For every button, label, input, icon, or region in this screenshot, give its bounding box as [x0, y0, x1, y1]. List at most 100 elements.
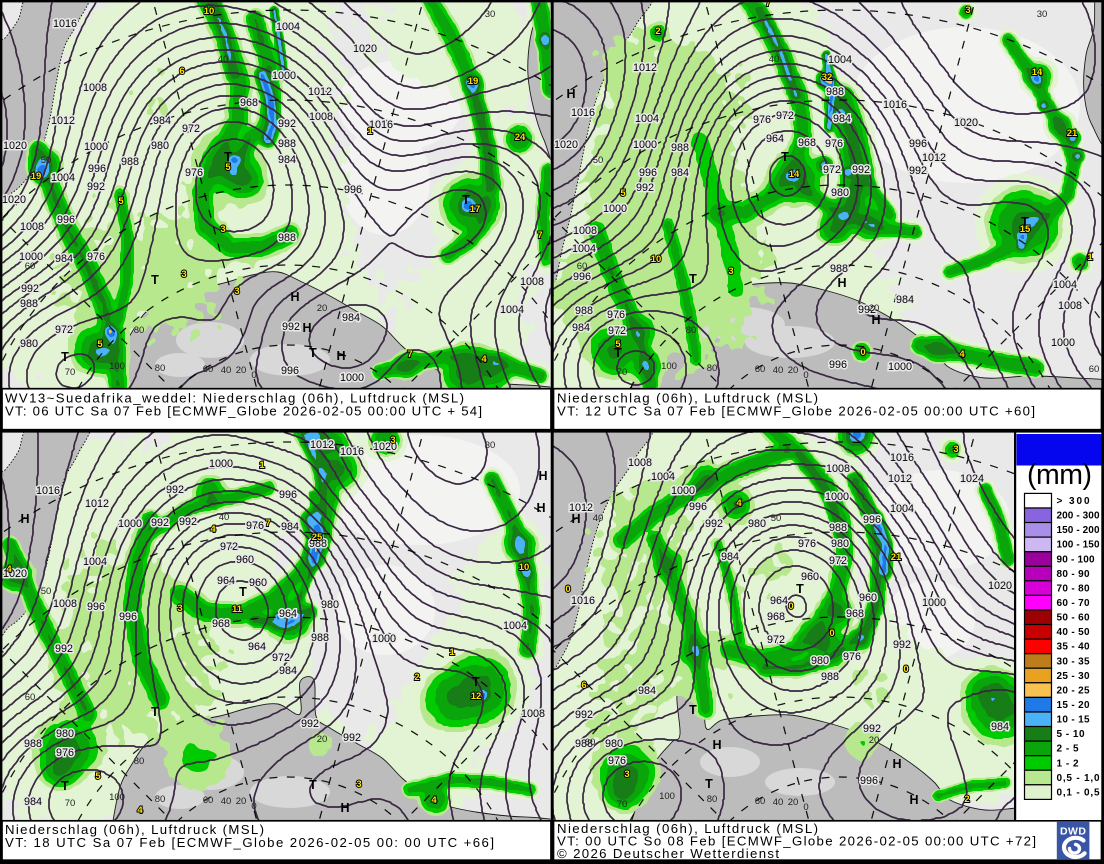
svg-text:992: 992 — [87, 181, 105, 193]
svg-text:964: 964 — [279, 608, 297, 620]
svg-text:40: 40 — [221, 796, 232, 807]
svg-text:4: 4 — [736, 498, 742, 509]
svg-text:70: 70 — [617, 367, 628, 378]
svg-text:H: H — [290, 290, 299, 304]
svg-text:1016: 1016 — [571, 107, 595, 119]
svg-text:3: 3 — [965, 5, 970, 16]
svg-text:960: 960 — [249, 577, 267, 589]
svg-text:20: 20 — [788, 797, 799, 808]
svg-text:60: 60 — [1089, 364, 1100, 375]
svg-text:1000: 1000 — [340, 372, 364, 384]
svg-text:3: 3 — [234, 286, 239, 297]
svg-text:14: 14 — [1032, 67, 1043, 78]
svg-text:0: 0 — [565, 584, 570, 595]
svg-text:H: H — [837, 276, 846, 290]
svg-text:0,5 - 1,0: 0,5 - 1,0 — [1057, 773, 1100, 784]
svg-text:3: 3 — [177, 603, 182, 614]
svg-text:3: 3 — [220, 224, 225, 235]
svg-text:H: H — [892, 757, 901, 771]
svg-text:© 2026 Deutscher Wetterdienst: © 2026 Deutscher Wetterdienst — [557, 846, 779, 861]
svg-text:H: H — [302, 321, 311, 335]
svg-text:4: 4 — [431, 795, 437, 806]
svg-text:992: 992 — [301, 718, 319, 730]
svg-text:50 - 60: 50 - 60 — [1057, 613, 1090, 624]
svg-text:7: 7 — [765, 0, 770, 9]
svg-text:996: 996 — [909, 138, 927, 150]
svg-text:80: 80 — [134, 756, 145, 767]
svg-text:1000: 1000 — [888, 361, 912, 373]
svg-text:1008: 1008 — [83, 82, 107, 94]
svg-text:1020: 1020 — [554, 139, 578, 151]
svg-text:3: 3 — [356, 779, 361, 790]
svg-text:964: 964 — [248, 641, 266, 653]
svg-text:25 - 30: 25 - 30 — [1057, 671, 1090, 682]
svg-text:20: 20 — [788, 365, 799, 376]
svg-text:968: 968 — [798, 137, 816, 149]
svg-text:984: 984 — [991, 721, 1009, 733]
svg-text:WV13~Suedafrika_weddel: Nieder: WV13~Suedafrika_weddel: Niederschlag (06… — [5, 390, 464, 405]
svg-text:40: 40 — [773, 365, 784, 376]
svg-text:T: T — [472, 675, 480, 689]
svg-text:1000: 1000 — [84, 141, 108, 153]
svg-text:5: 5 — [95, 771, 101, 782]
svg-text:1020: 1020 — [373, 441, 397, 453]
svg-text:70: 70 — [65, 798, 76, 809]
svg-text:60: 60 — [203, 364, 214, 375]
svg-text:70: 70 — [65, 367, 76, 378]
svg-text:1008: 1008 — [20, 221, 44, 233]
svg-text:1: 1 — [449, 647, 455, 658]
svg-text:976: 976 — [607, 309, 625, 321]
svg-text:T: T — [689, 272, 697, 286]
svg-text:5: 5 — [620, 188, 626, 199]
svg-text:4: 4 — [959, 349, 965, 360]
svg-text:24: 24 — [515, 132, 526, 143]
svg-text:996: 996 — [573, 271, 591, 283]
svg-text:7: 7 — [265, 518, 270, 529]
svg-text:1: 1 — [259, 460, 265, 471]
svg-text:T: T — [239, 585, 247, 599]
svg-text:1000: 1000 — [922, 597, 946, 609]
svg-text:T: T — [61, 350, 69, 364]
svg-text:992: 992 — [863, 723, 881, 735]
svg-text:32: 32 — [822, 72, 833, 83]
svg-text:996: 996 — [863, 514, 881, 526]
svg-text:T: T — [462, 193, 470, 207]
svg-text:1016: 1016 — [340, 446, 364, 458]
svg-text:30: 30 — [485, 440, 496, 451]
svg-text:988: 988 — [309, 538, 327, 550]
svg-text:1016: 1016 — [36, 485, 60, 497]
svg-text:988: 988 — [830, 263, 848, 275]
svg-text:964: 964 — [766, 133, 784, 145]
svg-text:1004: 1004 — [276, 21, 300, 33]
svg-text:976: 976 — [798, 538, 816, 550]
svg-text:976: 976 — [825, 138, 843, 150]
svg-text:VT: 06 UTC Sa 07 Feb [ECMWF_G: VT: 06 UTC Sa 07 Feb [ECMWF_Globe 2026-0… — [5, 404, 482, 419]
svg-text:988: 988 — [121, 156, 139, 168]
svg-text:976: 976 — [753, 114, 771, 126]
svg-text:H: H — [871, 313, 880, 327]
svg-text:976: 976 — [843, 651, 861, 663]
svg-text:1004: 1004 — [83, 556, 107, 568]
svg-text:996: 996 — [639, 167, 657, 179]
svg-text:992: 992 — [636, 182, 654, 194]
svg-text:976: 976 — [608, 755, 626, 767]
svg-text:80: 80 — [155, 363, 166, 374]
svg-text:1012: 1012 — [51, 115, 75, 127]
svg-text:1016: 1016 — [883, 99, 907, 111]
svg-text:992: 992 — [909, 165, 927, 177]
svg-text:1000: 1000 — [19, 251, 43, 263]
svg-text:1004: 1004 — [651, 471, 675, 483]
svg-text:40: 40 — [773, 797, 784, 808]
svg-text:T: T — [1021, 215, 1029, 229]
svg-text:992: 992 — [179, 516, 197, 528]
svg-text:DWD: DWD — [1060, 826, 1086, 838]
svg-text:976: 976 — [246, 520, 264, 532]
svg-text:60: 60 — [755, 364, 766, 375]
svg-text:70 - 80: 70 - 80 — [1057, 583, 1090, 594]
svg-text:20 - 25: 20 - 25 — [1057, 685, 1090, 696]
svg-text:3: 3 — [728, 266, 733, 277]
svg-text:1020: 1020 — [988, 580, 1012, 592]
svg-text:992: 992 — [852, 164, 870, 176]
svg-text:H: H — [336, 349, 345, 363]
svg-text:(mm): (mm) — [1027, 459, 1092, 491]
